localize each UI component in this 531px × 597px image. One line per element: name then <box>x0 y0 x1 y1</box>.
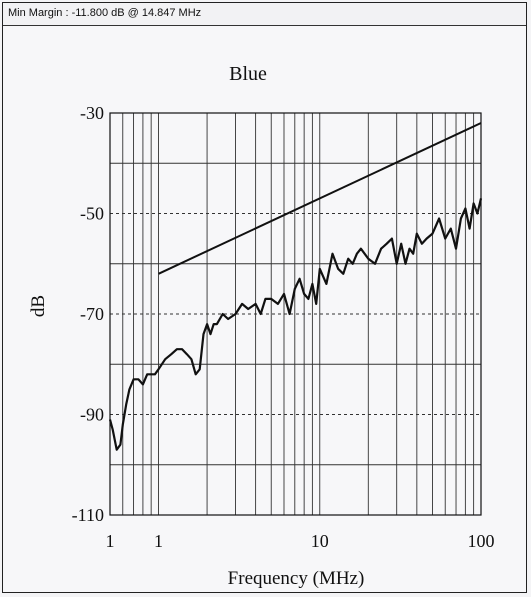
y-tick-label: -110 <box>72 505 104 525</box>
y-tick-label: -50 <box>80 204 104 224</box>
y-axis-label: dB <box>28 295 49 317</box>
grid-layer <box>110 113 481 515</box>
x-axis-label: Frequency (MHz) <box>228 568 365 589</box>
x-tick-label: 1 <box>106 531 115 551</box>
series-layer <box>108 122 483 451</box>
min-margin-readout: Min Margin : -11.800 dB @ 14.847 MHz <box>8 7 202 19</box>
x-tick-label: 10 <box>311 531 329 551</box>
chart-title: Blue <box>229 63 267 85</box>
plot-border <box>109 112 482 516</box>
y-tick-label: -70 <box>80 304 104 324</box>
measured-emission-line <box>108 198 483 451</box>
x-tick-label: 100 <box>468 531 495 551</box>
x-tick-label: 1 <box>154 531 163 551</box>
header-bar: Min Margin : -11.800 dB @ 14.847 MHz <box>3 3 526 26</box>
y-tick-label: -30 <box>80 103 104 123</box>
y-tick-label: -90 <box>80 405 104 425</box>
chart-window: Min Margin : -11.800 dB @ 14.847 MHz <box>2 2 527 593</box>
limit-line <box>158 122 482 275</box>
